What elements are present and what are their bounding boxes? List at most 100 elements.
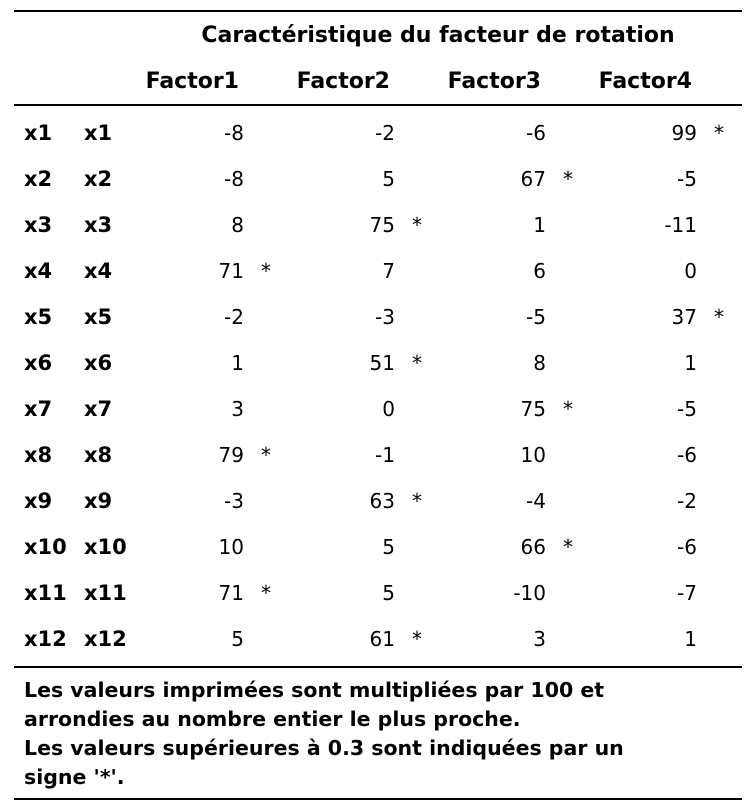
row-label: x4 [84, 259, 113, 283]
row-label: x5 [84, 305, 113, 329]
loading-cell: 71 * [134, 259, 285, 283]
loading-cell: -3 [285, 305, 436, 329]
row-variable: x1 [24, 121, 53, 145]
row-variable: x7 [24, 397, 53, 421]
loading-cell: 5 [285, 535, 436, 559]
row-variable: x12 [24, 627, 67, 651]
loading-value: -8 [224, 167, 244, 191]
loading-cell: 67 * [436, 167, 587, 191]
significance-marker: * [714, 121, 724, 145]
row-label: x8 [84, 443, 113, 467]
loading-cell: -1 [285, 443, 436, 467]
loading-cell: 5 [285, 581, 436, 605]
row-label: x2 [84, 167, 113, 191]
row-variable: x6 [24, 351, 53, 375]
significance-marker: * [261, 581, 271, 605]
loading-cell: -2 [587, 489, 738, 513]
loading-value: -6 [526, 121, 546, 145]
loading-value: 67 [520, 167, 546, 191]
row-label: x7 [84, 397, 113, 421]
loading-cell: 63 * [285, 489, 436, 513]
row-variable: x10 [24, 535, 67, 559]
loading-cell: 51 * [285, 351, 436, 375]
row-variable: x9 [24, 489, 53, 513]
table-row: x4 x4 71 * 7 6 0 [14, 248, 742, 294]
loading-value: 75 [369, 213, 395, 237]
loading-value: 5 [382, 167, 395, 191]
loading-value: -7 [677, 581, 697, 605]
loading-cell: 75 * [436, 397, 587, 421]
loading-cell: -2 [134, 305, 285, 329]
loading-cell: 10 [134, 535, 285, 559]
loading-cell: 1 [134, 351, 285, 375]
loading-value: -10 [513, 581, 546, 605]
loading-cell: -11 [587, 213, 738, 237]
loading-cell: 1 [587, 627, 738, 651]
loading-value: 10 [218, 535, 244, 559]
loading-cell: 71 * [134, 581, 285, 605]
loading-cell: -5 [436, 305, 587, 329]
loading-cell: -10 [436, 581, 587, 605]
significance-marker: * [412, 351, 422, 375]
loading-cell: -7 [587, 581, 738, 605]
loading-value: 1 [684, 627, 697, 651]
loading-value: -3 [224, 489, 244, 513]
loading-value: -3 [375, 305, 395, 329]
significance-marker: * [412, 489, 422, 513]
loading-value: 5 [231, 627, 244, 651]
loading-value: 79 [218, 443, 244, 467]
significance-marker: * [563, 397, 573, 421]
footnote-line: signe '*'. [24, 765, 125, 789]
loading-value: -2 [375, 121, 395, 145]
loading-value: 1 [231, 351, 244, 375]
header-factor4: Factor4 [598, 68, 692, 94]
loading-value: -5 [526, 305, 546, 329]
loading-value: 37 [671, 305, 697, 329]
loading-value: 1 [684, 351, 697, 375]
significance-marker: * [714, 305, 724, 329]
loading-value: -11 [664, 213, 697, 237]
significance-marker: * [563, 167, 573, 191]
factor-pattern-table: Caractéristique du facteur de rotation F… [14, 10, 742, 800]
row-variable: x8 [24, 443, 53, 467]
loading-cell: -6 [587, 535, 738, 559]
loading-cell: 0 [587, 259, 738, 283]
loading-cell: 37 * [587, 305, 738, 329]
table-row: x11 x11 71 * 5 -10 -7 [14, 570, 742, 616]
row-variable: x3 [24, 213, 53, 237]
loading-cell: 79 * [134, 443, 285, 467]
loading-value: 0 [684, 259, 697, 283]
loading-value: 8 [231, 213, 244, 237]
body-rule [14, 666, 742, 668]
row-label: x1 [84, 121, 113, 145]
table-title: Caractéristique du facteur de rotation [201, 22, 675, 48]
header-factor2: Factor2 [296, 68, 390, 94]
loading-value: -4 [526, 489, 546, 513]
table-row: x7 x7 3 0 75 * -5 [14, 386, 742, 432]
footnote: Les valeurs imprimées sont multipliées p… [14, 668, 742, 798]
table-row: x3 x3 8 75 * 1 -11 [14, 202, 742, 248]
loading-cell: -6 [436, 121, 587, 145]
loading-cell: 1 [436, 213, 587, 237]
loading-value: 10 [520, 443, 546, 467]
loading-value: 1 [533, 213, 546, 237]
loading-cell: 3 [134, 397, 285, 421]
row-label: x11 [84, 581, 127, 605]
loading-value: -8 [224, 121, 244, 145]
header-row: Factor1 Factor2 Factor3 Factor4 [14, 58, 742, 104]
loading-cell: 10 [436, 443, 587, 467]
loading-value: -5 [677, 397, 697, 421]
significance-marker: * [563, 535, 573, 559]
table-row: x10 x10 10 5 66 * -6 [14, 524, 742, 570]
loading-cell: 8 [436, 351, 587, 375]
loading-cell: 61 * [285, 627, 436, 651]
loading-value: -5 [677, 167, 697, 191]
loading-value: 63 [369, 489, 395, 513]
loading-cell: -8 [134, 167, 285, 191]
loading-cell: 7 [285, 259, 436, 283]
table-body: x1 x1 -8 -2 -6 99 * x2 x2 -8 5 67 * -5 x3 x3 8 75 * 1 -11 x4 x… [14, 106, 742, 666]
loading-value: 71 [218, 259, 244, 283]
loading-cell: 75 * [285, 213, 436, 237]
table-row: x8 x8 79 * -1 10 -6 [14, 432, 742, 478]
loading-cell: -5 [587, 397, 738, 421]
